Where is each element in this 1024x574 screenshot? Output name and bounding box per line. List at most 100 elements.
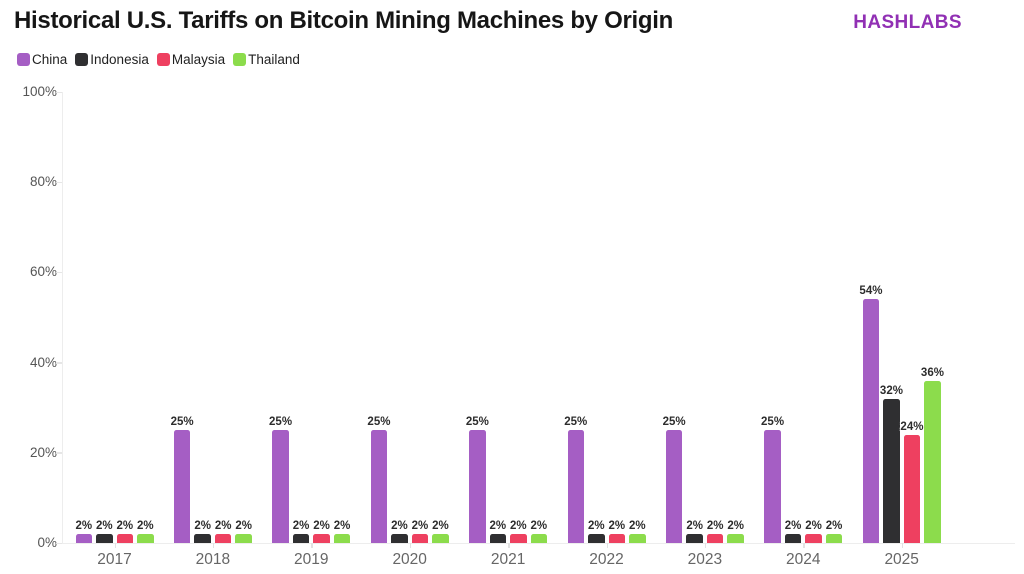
bar-value-label: 2% xyxy=(510,519,527,532)
bar-malaysia-2024: 2% xyxy=(805,520,822,543)
y-axis-label-20: 20% xyxy=(29,444,57,460)
bar-value-label: 2% xyxy=(194,519,211,532)
x-axis-tick-2022 xyxy=(606,543,608,548)
bar-group-2021: 25% 2% 2% 2% xyxy=(466,416,547,543)
x-axis-label-2024: 2024 xyxy=(786,551,821,568)
bar-china-2017: 2% xyxy=(75,520,92,543)
bar-value-label: 25% xyxy=(662,416,686,429)
bar-value-label: 2% xyxy=(411,519,429,532)
bar-value-label: 25% xyxy=(170,416,194,429)
bar-china-2023: 25% xyxy=(663,416,686,543)
bar-indonesia-2025: 32% xyxy=(880,385,903,543)
bar-value-label: 2% xyxy=(391,519,408,532)
legend-label-malaysia: Malaysia xyxy=(171,52,226,67)
x-axis-tick-2021 xyxy=(508,543,510,548)
bar-china-2018: 25% xyxy=(171,416,194,543)
bar-value-label: 2% xyxy=(235,519,252,532)
x-axis-tick-2017 xyxy=(114,543,116,548)
legend-item-thailand: Thailand xyxy=(233,52,300,67)
x-axis-label-2021: 2021 xyxy=(490,551,526,568)
bar-value-label: 2% xyxy=(628,519,646,532)
legend-swatch-malaysia xyxy=(156,53,170,66)
bar-malaysia-2018: 2% xyxy=(215,520,231,543)
bar-thailand-2025: 36% xyxy=(921,367,944,543)
bar-group-2025: 54% 32% 24% 36% xyxy=(859,285,944,543)
bar-thailand-2018: 2% xyxy=(235,520,252,543)
x-axis-label-2018: 2018 xyxy=(195,551,231,568)
bar-malaysia-2021: 2% xyxy=(510,520,527,543)
y-axis-tick-100 xyxy=(56,91,62,93)
bar-value-label: 25% xyxy=(269,416,293,429)
legend-swatch-china xyxy=(17,53,30,66)
bar-thailand-2021: 2% xyxy=(531,520,547,543)
bar-value-label: 25% xyxy=(564,416,588,429)
chart-title: Historical U.S. Tariffs on Bitcoin Minin… xyxy=(14,7,673,34)
bar-group-2022: 25% 2% 2% 2% xyxy=(564,416,646,543)
y-axis-tick-60 xyxy=(56,271,62,274)
bar-value-label: 2% xyxy=(587,519,605,532)
bar-china-2022: 25% xyxy=(564,416,587,543)
bar-indonesia-2018: 2% xyxy=(194,520,211,543)
bar-value-label: 2% xyxy=(608,519,626,532)
bar-indonesia-2023: 2% xyxy=(686,520,703,543)
bar-china-2024: 25% xyxy=(761,416,784,543)
bar-thailand-2019: 2% xyxy=(334,520,350,543)
x-axis-tick-2023 xyxy=(704,543,707,548)
bar-indonesia-2020: 2% xyxy=(391,520,408,543)
bar-group-2018: 25% 2% 2% 2% xyxy=(171,416,252,543)
bar-value-label: 2% xyxy=(784,519,802,532)
legend-label-china: China xyxy=(32,52,68,67)
bar-malaysia-2019: 2% xyxy=(313,520,330,543)
bar-value-label: 32% xyxy=(879,384,903,397)
bar-value-label: 2% xyxy=(530,519,548,532)
bar-value-label: 2% xyxy=(292,519,310,532)
bar-thailand-2020: 2% xyxy=(432,520,449,543)
plot-area: 0% 20% 40% 60% 80% 100% 2% 2% 2% 2% 2017 25% 2% 2% 2% 2… xyxy=(22,84,1015,568)
hashlabs-logo: HASHLABS xyxy=(853,12,962,33)
bar-indonesia-2017: 2% xyxy=(96,520,113,543)
bar-indonesia-2024: 2% xyxy=(785,520,801,543)
x-axis-tick-2025 xyxy=(901,543,904,548)
bar-value-label: 2% xyxy=(805,519,822,532)
bar-malaysia-2017: 2% xyxy=(116,520,133,543)
bar-value-label: 2% xyxy=(95,519,113,532)
bar-group-2019: 25% 2% 2% 2% xyxy=(269,416,350,543)
bar-value-label: 2% xyxy=(432,519,449,532)
y-axis-tick-40 xyxy=(56,362,62,364)
legend-item-malaysia: Malaysia xyxy=(156,52,226,67)
y-axis-label-80: 80% xyxy=(29,174,57,190)
x-axis-tick-2019 xyxy=(311,543,313,548)
x-axis-tick-2024 xyxy=(803,543,805,548)
x-axis-tick-2020 xyxy=(409,543,412,548)
bar-value-label: 25% xyxy=(367,416,391,429)
legend-item-indonesia: Indonesia xyxy=(75,52,149,67)
x-axis-label-2023: 2023 xyxy=(687,551,723,568)
bar-thailand-2024: 2% xyxy=(826,520,842,543)
y-axis-tick-0 xyxy=(56,542,62,544)
bar-value-label: 2% xyxy=(214,519,232,532)
x-axis-label-2017: 2017 xyxy=(97,551,132,568)
bar-value-label: 2% xyxy=(825,519,843,532)
bar-thailand-2017: 2% xyxy=(137,520,154,543)
bar-group-2017: 2% 2% 2% 2% xyxy=(75,520,154,543)
bar-malaysia-2022: 2% xyxy=(608,520,625,543)
bar-group-2023: 25% 2% 2% 2% xyxy=(663,416,744,543)
x-axis-tick-2018 xyxy=(212,543,215,548)
y-axis-label-100: 100% xyxy=(22,84,57,99)
bar-group-2024: 25% 2% 2% 2% xyxy=(761,416,842,543)
legend-item-china: China xyxy=(17,52,67,67)
bar-china-2019: 25% xyxy=(269,416,292,543)
bar-value-label: 2% xyxy=(706,519,724,532)
legend-label-indonesia: Indonesia xyxy=(90,52,149,67)
bar-value-label: 25% xyxy=(465,416,489,429)
x-axis-label-2025: 2025 xyxy=(884,551,919,568)
bar-value-label: 24% xyxy=(900,420,924,433)
x-axis-label-2019: 2019 xyxy=(294,551,329,568)
y-axis-label-0: 0% xyxy=(37,535,57,550)
bar-value-label: 2% xyxy=(313,519,330,532)
bar-malaysia-2023: 2% xyxy=(707,520,723,543)
x-axis-label-2020: 2020 xyxy=(392,551,427,568)
bar-value-label: 2% xyxy=(75,519,93,532)
x-axis-label-2022: 2022 xyxy=(589,551,624,568)
